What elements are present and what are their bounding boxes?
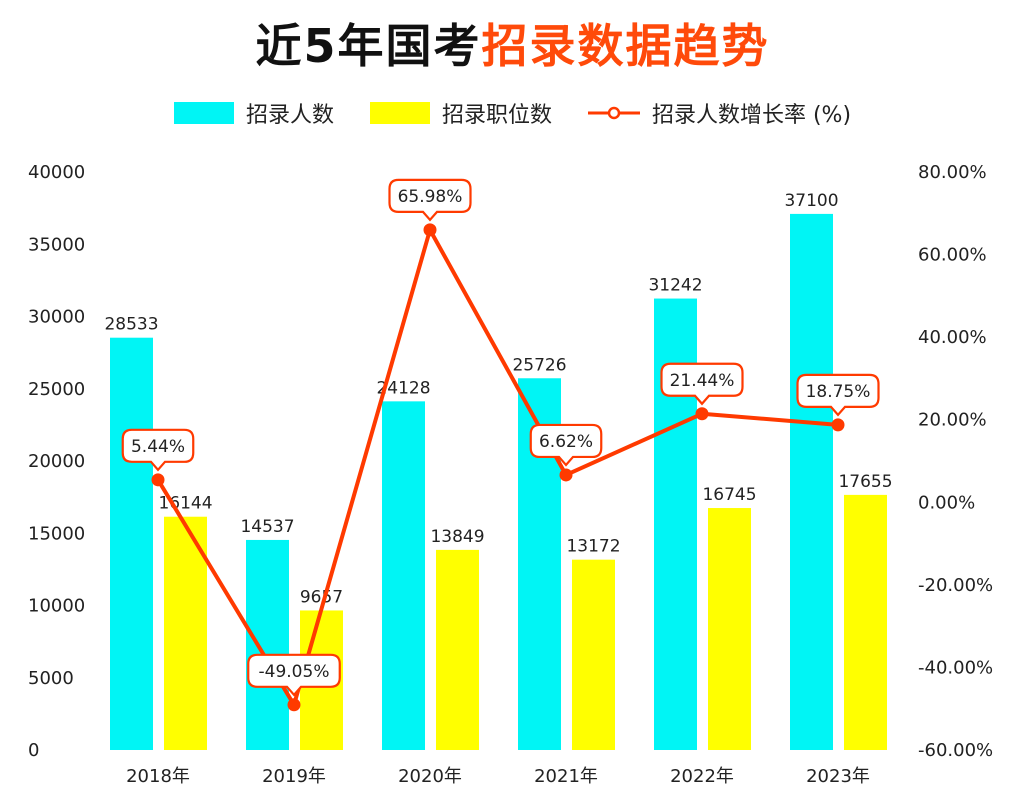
legend-swatch-bar1 [173, 102, 234, 124]
data-label-positions: 16144 [158, 494, 212, 514]
growth-rate-point [151, 473, 165, 487]
bar-positions [708, 508, 751, 750]
growth-rate-callout [796, 373, 880, 417]
y-left-tick-label: 10000 [28, 596, 85, 617]
x-tick-label: 2022年 [670, 766, 734, 787]
x-tick-label: 2023年 [806, 766, 870, 787]
chart-title: 近5年国考招录数据趋势 [0, 14, 1025, 78]
legend-label-bar1: 招录人数 [245, 103, 334, 128]
data-label-positions: 16745 [702, 485, 756, 505]
data-label-recruits: 14537 [240, 517, 294, 537]
data-label-recruits: 28533 [104, 315, 158, 335]
legend-swatch-line [587, 106, 640, 120]
growth-rate-label: 5.44% [131, 437, 185, 457]
data-label-positions: 13849 [430, 527, 484, 547]
legend-item-bar1: 招录人数 [173, 97, 334, 129]
y-right-tick-label: -60.00% [918, 740, 993, 761]
bar-positions [436, 549, 479, 750]
legend-label-bar2: 招录职位数 [441, 103, 552, 128]
growth-rate-callout [388, 178, 472, 222]
data-label-recruits: 31242 [648, 276, 702, 296]
growth-rate-point [831, 418, 845, 432]
bar-positions [164, 516, 207, 750]
chart-title-part1: 近5年国考 [255, 19, 482, 73]
growth-rate-callout [660, 362, 744, 406]
x-tick-label: 2019年 [262, 766, 326, 787]
growth-rate-label: 65.98% [398, 187, 463, 207]
x-tick-label: 2021年 [534, 766, 598, 787]
data-label-recruits: 24128 [376, 378, 430, 398]
bar-recruits [110, 337, 153, 750]
bar-recruits [790, 213, 833, 750]
legend-label-line: 招录人数增长率 (%) [651, 103, 852, 128]
growth-rate-point [695, 407, 709, 421]
y-right-tick-label: 60.00% [918, 245, 987, 266]
y-right-tick-label: -20.00% [918, 575, 993, 596]
y-right-tick-label: 0.00% [918, 492, 975, 513]
legend-item-bar2: 招录职位数 [369, 97, 552, 129]
bar-recruits [246, 539, 289, 750]
x-tick-label: 2018年 [126, 766, 190, 787]
y-left-tick-label: 35000 [28, 234, 85, 255]
legend-item-line: 招录人数增长率 (%) [587, 97, 852, 129]
growth-rate-label: 18.75% [806, 382, 871, 402]
growth-rate-point [287, 698, 301, 712]
bar-positions [844, 494, 887, 750]
growth-rate-callout [529, 423, 603, 467]
y-right-tick-label: 20.00% [918, 410, 987, 431]
legend-swatch-bar2 [369, 102, 430, 124]
data-label-recruits: 25726 [512, 355, 566, 375]
y-left-tick-label: 25000 [28, 379, 85, 400]
y-left-tick-label: 15000 [28, 523, 85, 544]
x-tick-label: 2020年 [398, 766, 462, 787]
chart-title-part2: 招录数据趋势 [481, 19, 770, 73]
y-left-tick-label: 40000 [28, 162, 85, 183]
data-label-positions: 13172 [566, 537, 620, 557]
y-right-tick-label: 80.00% [918, 162, 987, 183]
growth-rate-label: 21.44% [670, 371, 735, 391]
data-label-recruits: 37100 [784, 191, 838, 211]
bar-recruits [382, 401, 425, 750]
y-right-tick-label: 40.00% [918, 327, 987, 348]
growth-rate-label: -49.05% [259, 662, 330, 682]
growth-rate-callout [121, 428, 195, 472]
growth-rate-point [423, 223, 437, 237]
data-label-positions: 9657 [300, 587, 343, 607]
growth-rate-point [559, 468, 573, 482]
y-left-tick-label: 30000 [28, 307, 85, 328]
growth-rate-label: 6.62% [539, 432, 593, 452]
bar-positions [572, 559, 615, 750]
data-label-positions: 17655 [838, 472, 892, 492]
chart-legend: 招录人数 招录职位数 招录人数增长率 (%) [0, 96, 1025, 130]
y-left-tick-label: 0 [28, 740, 39, 761]
y-right-tick-label: -40.00% [918, 657, 993, 678]
y-left-tick-label: 5000 [28, 668, 74, 689]
growth-rate-callout [247, 653, 341, 697]
y-left-tick-label: 20000 [28, 451, 85, 472]
